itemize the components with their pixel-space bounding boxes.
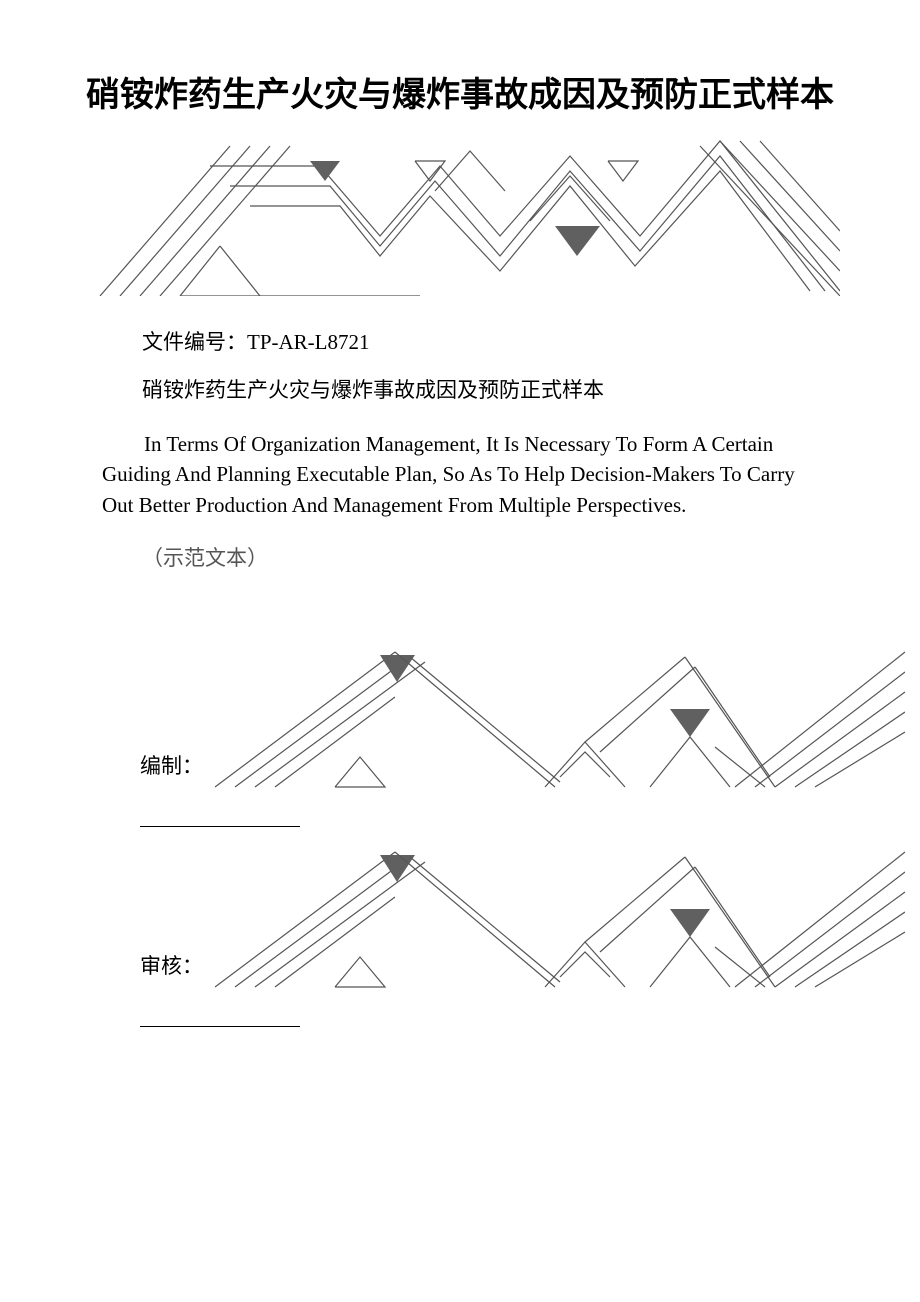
decorative-pattern-sig-2: [215, 847, 905, 992]
sample-label: （示范文本）: [100, 542, 820, 572]
reviewed-by-underline: [140, 1026, 300, 1027]
file-number-line: 文件编号：TP-AR-L8721: [100, 326, 820, 356]
document-title: 硝铵炸药生产火灾与爆炸事故成因及预防正式样本: [0, 0, 920, 131]
decorative-pattern-top: [80, 136, 840, 296]
file-number-label: 文件编号：: [142, 330, 247, 354]
prepared-by-label: 编制：: [140, 750, 203, 780]
prepared-by-underline: [140, 826, 300, 827]
signature-row-reviewed: 审核：: [100, 842, 820, 992]
file-number-value: TP-AR-L8721: [247, 330, 370, 354]
decorative-pattern-sig-1: [215, 647, 905, 792]
reviewed-by-label: 审核：: [140, 950, 203, 980]
signature-row-prepared: 编制：: [100, 642, 820, 792]
description-text: In Terms Of Organization Management, It …: [100, 429, 820, 520]
content-section: 文件编号：TP-AR-L8721 硝铵炸药生产火灾与爆炸事故成因及预防正式样本 …: [0, 296, 920, 572]
signature-block: 编制：: [0, 642, 920, 992]
subtitle: 硝铵炸药生产火灾与爆炸事故成因及预防正式样本: [100, 374, 820, 404]
